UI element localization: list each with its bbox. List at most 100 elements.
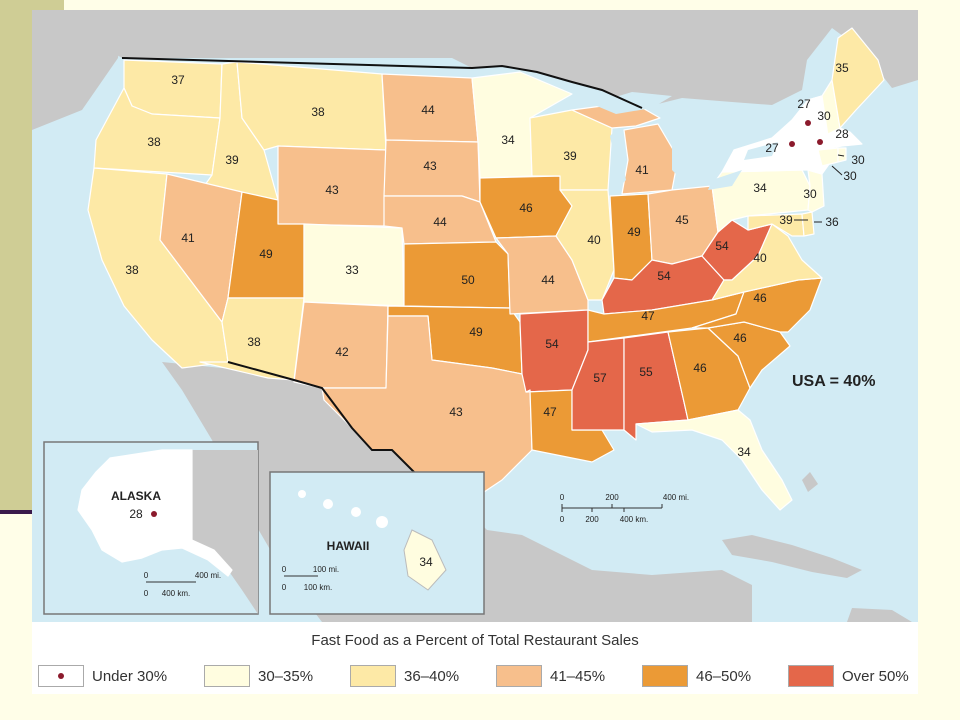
under-30-dot-icon: [58, 673, 64, 679]
hawaii-island-big: [403, 529, 447, 591]
label-illinois: 40: [587, 233, 601, 247]
label-missouri: 44: [541, 273, 555, 287]
legend-item-under-30: Under 30%: [38, 664, 167, 688]
legend-item-30-35: 30–35%: [204, 664, 313, 688]
hawaii-inset: HAWAII 34 0 100 mi. 0 100 km.: [269, 471, 485, 615]
label-maine: 35: [835, 61, 849, 75]
hi-scale-km-100: 100 km.: [304, 583, 332, 592]
label-colorado: 33: [345, 263, 359, 277]
ak-scale-km-400: 400 km.: [162, 589, 190, 598]
legend-item-over-50: Over 50%: [788, 664, 909, 688]
bahamas-island: [802, 472, 818, 492]
hawaii-island-maui: [376, 516, 388, 528]
label-west-virginia: 54: [715, 239, 729, 253]
label-minnesota: 34: [501, 133, 515, 147]
lake-erie: [708, 170, 742, 190]
scale-mi-0: 0: [560, 493, 565, 502]
legend-swatch-46-50: [642, 665, 688, 687]
label-kansas: 50: [461, 273, 475, 287]
label-georgia: 46: [693, 361, 707, 375]
label-new-hampshire: 30: [817, 109, 831, 123]
legend-item-41-45: 41–45%: [496, 664, 605, 688]
dot-new-york: [789, 141, 795, 147]
label-louisiana: 47: [543, 405, 557, 419]
caribbean-islands: [847, 608, 912, 622]
label-new-jersey: 30: [803, 187, 817, 201]
dot-alaska: [151, 511, 157, 517]
label-pennsylvania: 34: [753, 181, 767, 195]
us-choropleth-map: 37 38 38 39 41 38 43 49 38 33 42 44 43 4…: [32, 10, 918, 622]
label-north-dakota: 44: [421, 103, 435, 117]
label-rhode-island: 30: [851, 153, 865, 167]
hi-scale-mi-0: 0: [282, 565, 287, 574]
legend-label-30-35: 30–35%: [258, 667, 314, 685]
label-texas: 43: [449, 405, 463, 419]
label-utah: 49: [259, 247, 273, 261]
legend-item-46-50: 46–50%: [642, 664, 751, 688]
scale-km-200: 200: [585, 515, 599, 524]
state-illinois: [555, 189, 615, 301]
scale-km-0: 0: [560, 515, 565, 524]
state-maine: [831, 27, 885, 129]
legend-label-over-50: Over 50%: [842, 667, 909, 685]
label-iowa: 46: [519, 201, 533, 215]
label-massachusetts: 28: [835, 127, 849, 141]
state-rhode-island: [837, 147, 847, 163]
label-virginia: 40: [753, 251, 767, 265]
label-idaho: 39: [225, 153, 239, 167]
slide-accent-line: [0, 510, 40, 514]
legend-swatch-36-40: [350, 665, 396, 687]
legend-label-36-40: 36–40%: [404, 667, 460, 685]
cuba-island: [722, 535, 862, 578]
label-south-carolina: 46: [733, 331, 747, 345]
hawaii-name: HAWAII: [327, 539, 370, 553]
label-nebraska: 44: [433, 215, 447, 229]
legend-label-under-30: Under 30%: [92, 667, 168, 685]
legend-swatch-30-35: [204, 665, 250, 687]
hi-scale-mi-100: 100 mi.: [313, 565, 339, 574]
label-kentucky: 54: [657, 269, 671, 283]
alaska-inset: ALASKA 28 0 400 mi. 0 400 km.: [43, 441, 259, 615]
state-kansas: [403, 241, 511, 309]
scale-mi-200: 200: [605, 493, 619, 502]
label-mississippi: 57: [593, 371, 607, 385]
state-connecticut: [817, 147, 839, 167]
ak-scale-km-0: 0: [144, 589, 149, 598]
canada-yukon-land: [192, 450, 258, 614]
legend-label-46-50: 46–50%: [696, 667, 752, 685]
dot-massachusetts: [817, 139, 823, 145]
state-florida: [635, 409, 793, 511]
legend-item-36-40: 36–40%: [350, 664, 459, 688]
label-ohio: 45: [675, 213, 689, 227]
label-indiana: 49: [627, 225, 641, 239]
label-connecticut: 30: [843, 169, 857, 183]
label-tennessee: 47: [641, 309, 655, 323]
legend-swatch-over-50: [788, 665, 834, 687]
label-wisconsin: 39: [563, 149, 577, 163]
label-north-carolina: 46: [753, 291, 767, 305]
ak-scale-mi-0: 0: [144, 571, 149, 580]
dot-vermont: [805, 120, 811, 126]
state-delaware: [801, 211, 815, 237]
label-vermont: 27: [797, 97, 811, 111]
canada-border: [121, 57, 643, 109]
label-california: 38: [125, 263, 139, 277]
state-north-carolina: [691, 277, 823, 333]
label-hawaii: 34: [419, 555, 433, 569]
label-new-york: 27: [765, 141, 779, 155]
label-alaska: 28: [129, 507, 143, 521]
scale-mi-400: 400 mi.: [663, 493, 689, 502]
lake-huron: [672, 130, 696, 180]
label-arkansas: 54: [545, 337, 559, 351]
hi-scale-km-0: 0: [282, 583, 287, 592]
map-legend: Fast Food as a Percent of Total Restaura…: [32, 622, 918, 694]
label-oklahoma: 49: [469, 325, 483, 339]
scale-km-400: 400 km.: [620, 515, 648, 524]
ak-scale-mi-400: 400 mi.: [195, 571, 221, 580]
canada-landmass: [32, 10, 918, 108]
label-michigan: 41: [635, 163, 649, 177]
alaska-name: ALASKA: [111, 489, 161, 503]
label-maryland: 36: [825, 215, 839, 229]
label-alabama: 55: [639, 365, 653, 379]
pacific-coast-land: [32, 10, 122, 130]
